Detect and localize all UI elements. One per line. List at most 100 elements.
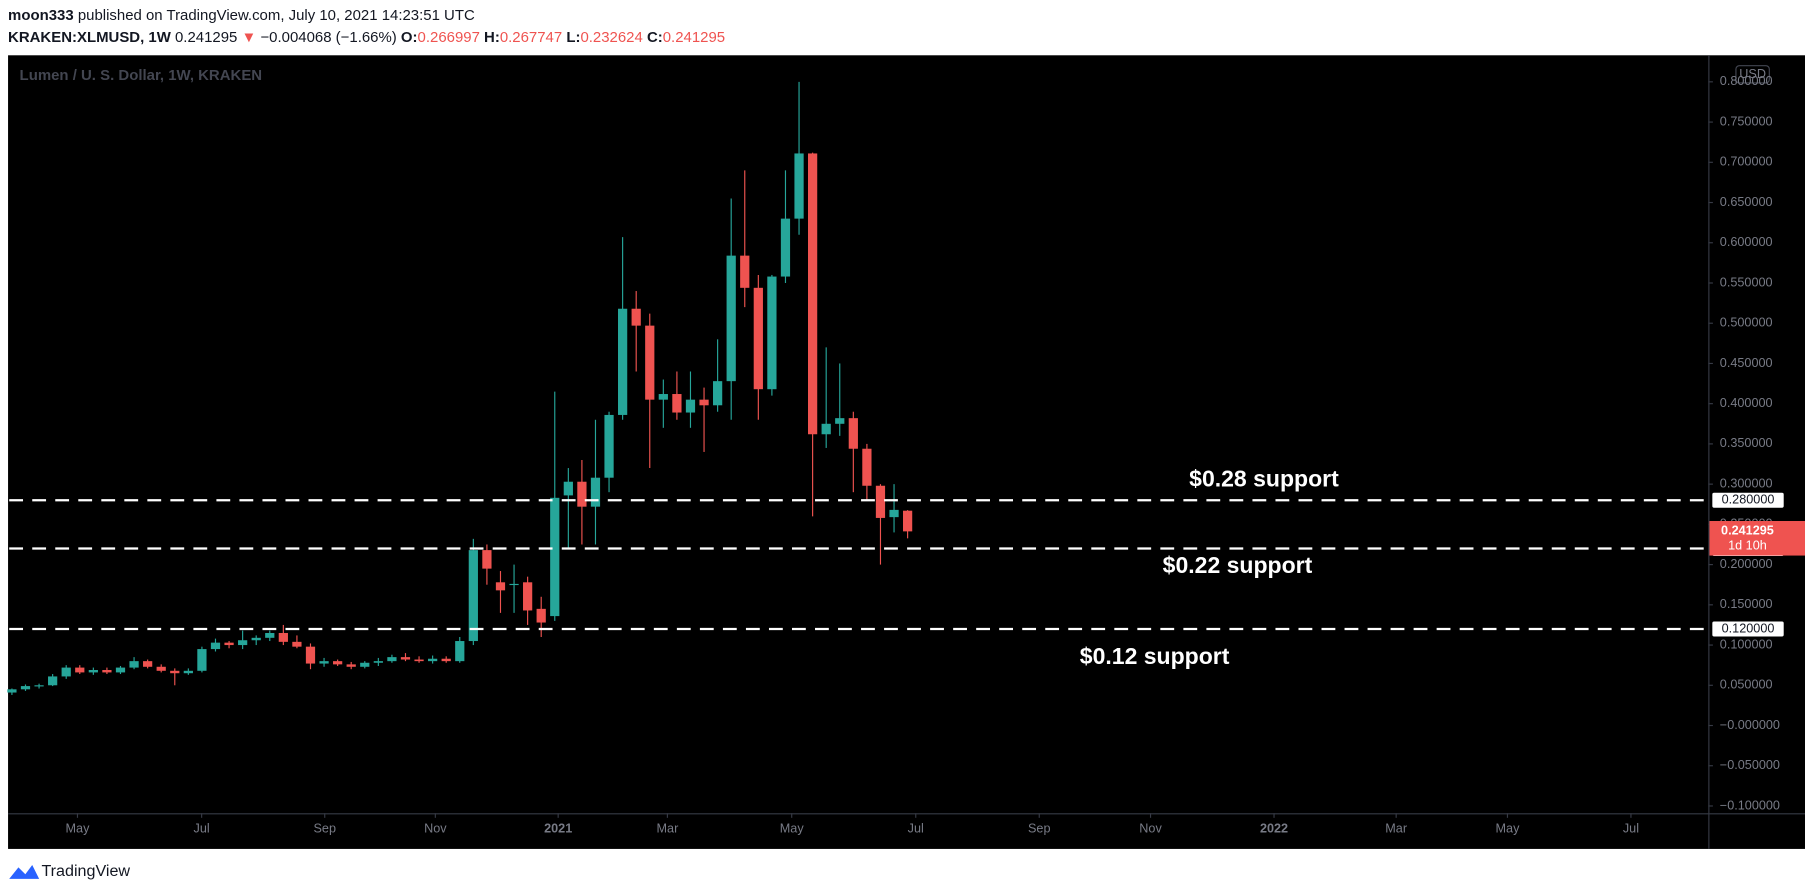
candle-body — [278, 632, 288, 642]
candle-body — [115, 667, 126, 673]
x-tick-label: Mar — [1385, 822, 1407, 836]
x-tick-label: Sep — [1028, 822, 1051, 836]
x-tick-label: Nov — [1139, 822, 1162, 836]
candle-body — [455, 641, 465, 662]
y-tick-label: 0.100000 — [1720, 637, 1773, 651]
candle-body — [414, 659, 424, 662]
x-tick-label: May — [66, 822, 91, 836]
candle-body — [441, 658, 451, 662]
x-tick-label: Jul — [194, 822, 210, 836]
candle-body — [75, 667, 85, 673]
candle-body — [563, 481, 573, 496]
candle-body — [129, 661, 139, 668]
currency-badge — [1735, 65, 1770, 84]
candle-body — [645, 325, 655, 400]
candle-body — [170, 670, 180, 674]
candle-body — [102, 669, 112, 673]
candle-body — [550, 497, 560, 617]
chart-title: Lumen / U. S. Dollar, 1W, KRAKEN — [20, 67, 263, 84]
support-price-box — [1711, 620, 1785, 638]
support-price-box — [1711, 491, 1785, 509]
symbol-line: KRAKEN:XLMUSD, 1W 0.241295 ▼ −0.004068 (… — [8, 29, 725, 46]
footer-logo — [9, 865, 40, 879]
candle-body — [780, 218, 791, 277]
candle-body — [713, 381, 723, 406]
candle-body — [536, 608, 546, 623]
x-tick-label: Jul — [908, 822, 924, 836]
candle-body — [400, 657, 411, 660]
ohlc-value: 0.241295 — [663, 29, 725, 46]
candle-body — [658, 394, 668, 400]
y-tick-label: 0.300000 — [1720, 476, 1773, 490]
author: moon333 — [8, 7, 74, 24]
candle-body — [88, 669, 98, 673]
candle-body — [468, 550, 478, 642]
y-tick-label: 0.750000 — [1720, 114, 1773, 128]
last-price-countdown: 1d 10h — [1728, 539, 1767, 553]
candle-body — [373, 661, 383, 663]
arrow: ▼ — [242, 29, 257, 46]
candle-body — [197, 649, 207, 671]
candle-body — [618, 308, 628, 415]
candle-body — [61, 667, 71, 677]
published: published on TradingView.com, July 10, 2… — [78, 7, 475, 24]
candle-body — [183, 670, 193, 674]
y-tick-label: 0.050000 — [1720, 678, 1773, 692]
ohlc-value: 0.232624 — [580, 29, 642, 46]
y-tick-label: 0.150000 — [1720, 597, 1773, 611]
candle-body — [753, 287, 763, 390]
currency: USD — [1739, 67, 1766, 81]
ohlc-label: H: — [484, 29, 500, 46]
candle-body — [740, 255, 750, 288]
y-tick-label: −0.050000 — [1720, 758, 1780, 772]
change: −0.004068 (−1.66%) — [260, 29, 396, 46]
candle-body — [726, 255, 736, 382]
y-tick-label: 0.400000 — [1720, 396, 1773, 410]
candle-body — [604, 414, 614, 478]
support-annotation: $0.22 support — [1163, 552, 1313, 578]
candle-body — [902, 510, 913, 532]
candle-body — [699, 399, 709, 406]
candle-body — [156, 666, 166, 671]
x-tick-label: 2021 — [544, 822, 572, 836]
y-tick-label: 0.800000 — [1720, 74, 1773, 88]
chart-background — [8, 55, 1805, 849]
symbol: KRAKEN:XLMUSD, 1W — [8, 29, 172, 46]
y-tick-label: 0.700000 — [1720, 155, 1773, 169]
ohlc-label: C: — [647, 29, 663, 46]
plot — [7, 81, 1709, 695]
logo-icon — [9, 865, 40, 879]
candle-body — [577, 481, 587, 507]
candle-body — [346, 664, 356, 667]
price: 0.241295 — [175, 29, 237, 46]
candle-body — [767, 276, 777, 390]
x-tick-label: Sep — [313, 822, 336, 836]
x-tick-label: 2022 — [1260, 822, 1288, 836]
y-tick-label: −0.000000 — [1720, 718, 1780, 732]
candle-body — [319, 661, 329, 664]
x-tick-label: May — [780, 822, 805, 836]
y-tick-label: −0.100000 — [1720, 798, 1780, 812]
last-price-badge — [1709, 521, 1805, 556]
y-tick-label: 0.650000 — [1720, 195, 1773, 209]
candle-body — [7, 689, 17, 693]
candle-body — [387, 657, 397, 662]
candle-body — [210, 642, 221, 650]
candle-body — [482, 550, 492, 569]
candle-body — [265, 632, 275, 638]
candle-body — [143, 661, 153, 667]
candle-body — [251, 637, 261, 641]
support-annotation: $0.28 support — [1189, 465, 1339, 491]
candle-body — [34, 685, 44, 687]
candle-body — [875, 485, 886, 518]
candle-body — [20, 686, 31, 690]
candle-body — [590, 477, 601, 507]
header-line: moon333 published on TradingView.com, Ju… — [8, 7, 475, 24]
x-tick-label: Nov — [424, 822, 447, 836]
y-tick-label: 0.500000 — [1720, 316, 1773, 330]
candle-body — [509, 583, 519, 586]
candle-body — [292, 641, 302, 647]
candle-body — [794, 153, 804, 219]
last-price-label: 0.241295 — [1721, 524, 1774, 538]
